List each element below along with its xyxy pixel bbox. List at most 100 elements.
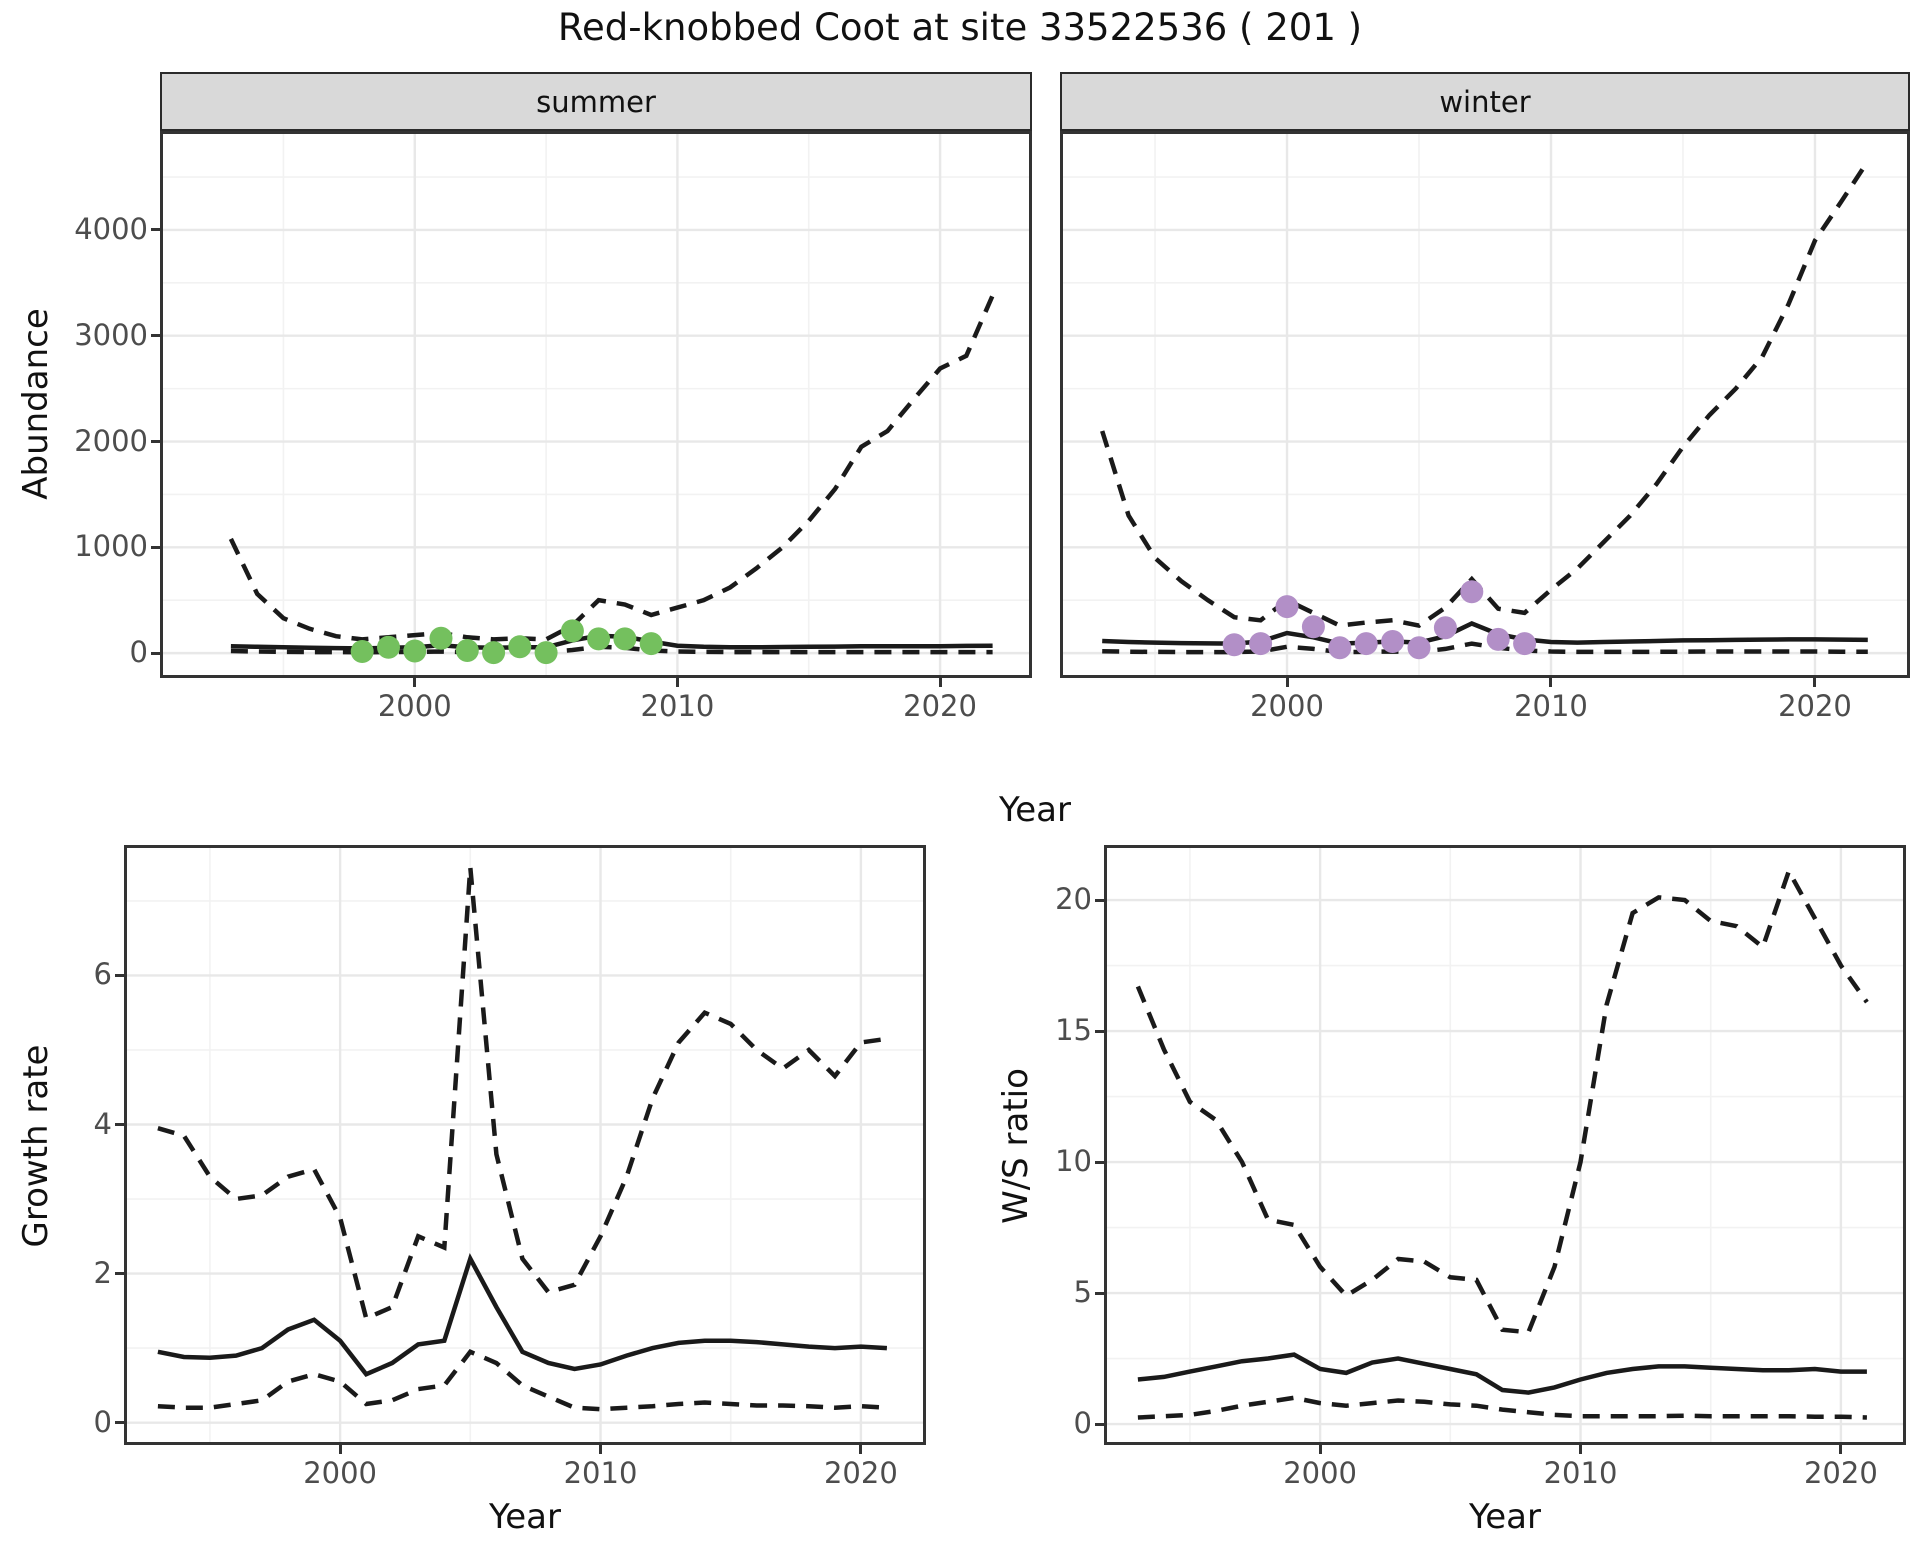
winter-upper-ci-line	[1100, 159, 1870, 628]
x-tick-mark	[1318, 1445, 1322, 1454]
x-tick-mark	[1285, 678, 1289, 687]
winter-observed-count-point	[1249, 632, 1273, 656]
summer-observed-count-point	[482, 641, 506, 665]
y-tick-label: 5	[1073, 1275, 1092, 1310]
y-tick-label: 3000	[74, 317, 148, 352]
winter-observed-count-point	[1486, 627, 1510, 651]
winter-observed-count-point	[1460, 580, 1484, 604]
y-tick-label: 0	[129, 635, 148, 670]
x-tick-mark	[413, 678, 417, 687]
y-tick-label: 1000	[74, 529, 148, 564]
summer-observed-count-point	[350, 640, 374, 663]
y-tick-mark	[115, 1272, 124, 1276]
x-axis-title-year-growth: Year	[489, 1497, 561, 1537]
y-tick-label: 2000	[74, 423, 148, 458]
y-tick-mark	[115, 1123, 124, 1126]
winter-observed-count-point	[1513, 632, 1537, 656]
x-tick-label: 2010	[563, 1456, 638, 1490]
summer-observed-count-point	[403, 639, 427, 663]
x-tick-label: 2000	[1283, 1456, 1358, 1490]
summer-observed-count-point	[429, 626, 453, 650]
y-axis-title-ws-ratio: W/S ratio	[996, 1068, 1036, 1224]
facet-strip-label: winter	[1439, 84, 1531, 119]
winter-observed-count-point	[1328, 636, 1352, 660]
x-tick-label: 2020	[1778, 689, 1852, 723]
x-tick-mark	[599, 1445, 602, 1454]
ws-lower-ci-line	[1137, 1395, 1867, 1420]
x-tick-label: 2000	[377, 689, 452, 723]
growth-median-line	[157, 1252, 888, 1377]
y-tick-label: 20	[1055, 882, 1092, 917]
summer-observed-count-point	[377, 635, 400, 659]
facet-strip-label: summer	[536, 84, 656, 119]
y-tick-label: 4	[93, 1106, 112, 1141]
x-tick-label: 2020	[1803, 1456, 1878, 1490]
y-axis-title-growth-rate: Growth rate	[16, 1044, 56, 1248]
x-axis-title-year-ws: Year	[1469, 1497, 1541, 1537]
ws-upper-ci-line	[1135, 865, 1869, 1335]
y-tick-label: 15	[1055, 1013, 1092, 1048]
y-tick-label: 0	[93, 1404, 112, 1439]
x-tick-mark	[938, 678, 942, 687]
x-tick-label: 2020	[823, 1456, 898, 1490]
winter-observed-count-point	[1222, 633, 1246, 657]
x-tick-mark	[338, 1445, 342, 1454]
y-tick-mark	[115, 973, 124, 977]
y-tick-mark	[1095, 1160, 1104, 1164]
winter-observed-count-point	[1275, 595, 1299, 619]
growth-upper-ci-line	[157, 867, 888, 1322]
y-tick-mark	[1095, 1029, 1104, 1033]
summer-observed-count-point	[587, 627, 611, 651]
x-tick-mark	[1579, 1445, 1582, 1454]
growth-lower-ci-line	[157, 1349, 888, 1412]
y-tick-mark	[151, 228, 160, 232]
facet-strip-winter: winter	[1060, 72, 1910, 131]
x-tick-label: 2010	[1514, 689, 1588, 723]
y-tick-mark	[151, 334, 160, 338]
winter-observed-count-point	[1381, 630, 1405, 653]
winter-median-line	[1102, 621, 1868, 646]
panel-border	[160, 131, 1032, 678]
x-axis-title-year-top: Year	[999, 790, 1071, 830]
y-tick-label: 0	[1073, 1406, 1092, 1441]
x-tick-label: 2010	[640, 689, 715, 723]
y-tick-mark	[151, 440, 160, 444]
y-tick-mark	[1095, 1291, 1104, 1295]
summer-observed-count-point	[534, 641, 558, 665]
summer-observed-count-point	[508, 635, 532, 659]
summer-median-line	[230, 633, 993, 651]
y-tick-label: 2	[93, 1255, 112, 1290]
y-tick-label: 10	[1055, 1144, 1092, 1179]
winter-observed-count-point	[1301, 615, 1325, 639]
x-tick-mark	[1839, 1445, 1843, 1454]
x-tick-label: 2000	[1250, 689, 1324, 723]
x-tick-mark	[859, 1445, 863, 1454]
winter-observed-count-point	[1354, 632, 1378, 656]
winter-observed-count-point	[1407, 636, 1431, 660]
x-tick-mark	[1813, 678, 1817, 687]
summer-observed-count-point	[639, 632, 663, 656]
panel-ws-ratio	[1104, 845, 1906, 1445]
panel-border	[1104, 845, 1906, 1445]
y-tick-label: 6	[93, 957, 112, 992]
y-tick-mark	[1095, 1422, 1104, 1426]
x-tick-mark	[1549, 678, 1553, 687]
plot-title: Red-knobbed Coot at site 33522536 ( 201 …	[557, 6, 1363, 49]
x-tick-label: 2000	[303, 1456, 378, 1490]
summer-observed-count-point	[613, 627, 637, 651]
summer-upper-ci-line	[228, 294, 995, 642]
summer-observed-count-point	[560, 619, 584, 643]
y-tick-mark	[115, 1421, 124, 1425]
panel-border	[124, 845, 926, 1445]
y-tick-mark	[151, 545, 160, 549]
facet-strip-summer: summer	[160, 72, 1032, 131]
panel-growth-rate	[124, 845, 926, 1445]
x-tick-label: 2020	[903, 689, 977, 723]
x-tick-label: 2010	[1543, 1456, 1618, 1490]
winter-observed-count-point	[1433, 616, 1457, 640]
x-tick-mark	[675, 678, 679, 687]
summer-observed-count-point	[455, 639, 479, 662]
y-tick-mark	[1095, 898, 1104, 902]
y-tick-label: 4000	[74, 211, 148, 246]
